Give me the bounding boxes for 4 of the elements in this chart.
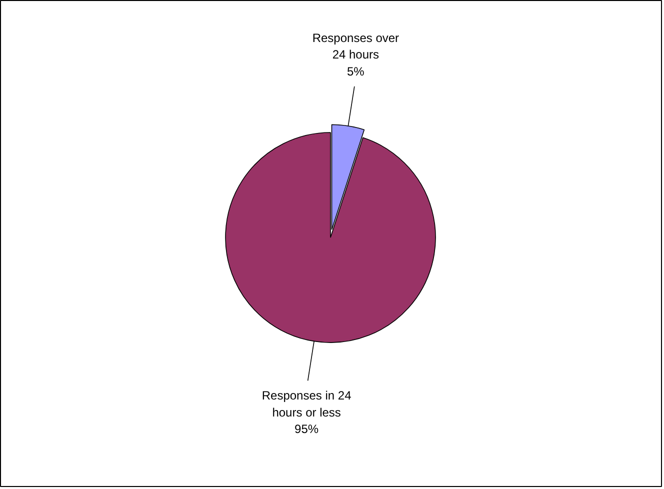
data-label: 95%: [294, 422, 319, 436]
slice-label: Responses over 24 hours: [312, 30, 400, 62]
slice-label: Responses in 24 hours or less: [262, 388, 352, 420]
data-label: 5%: [347, 64, 365, 78]
